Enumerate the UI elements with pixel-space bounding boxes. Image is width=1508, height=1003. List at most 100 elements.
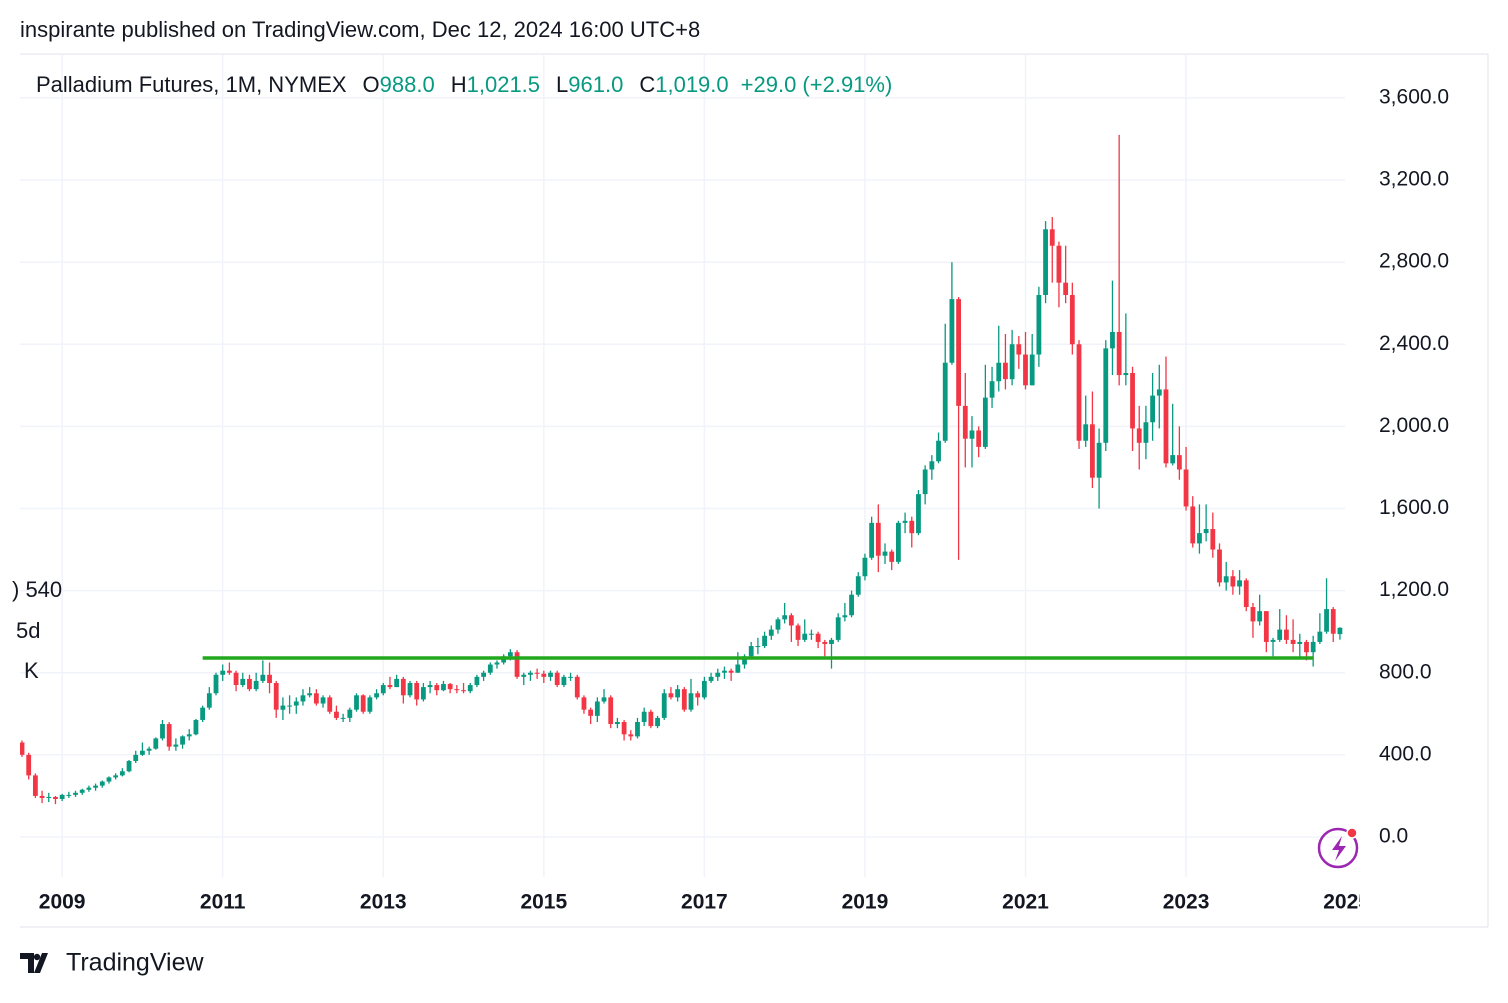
y-tick-label: 2,400.0 xyxy=(1379,332,1449,355)
candle-body xyxy=(287,705,292,707)
candle-body xyxy=(200,707,206,720)
candle-body xyxy=(635,722,640,737)
y-tick-label: 0.0 xyxy=(1379,825,1408,848)
candle-body xyxy=(768,629,774,636)
candle-body xyxy=(1063,282,1069,295)
candle-body xyxy=(1263,611,1269,642)
candle-body xyxy=(1009,344,1015,380)
candle-body xyxy=(374,693,379,698)
candle-body xyxy=(668,693,674,698)
y-tick-label: 800.0 xyxy=(1379,660,1432,683)
candle-body xyxy=(554,672,560,686)
candle-body xyxy=(949,299,955,363)
candle-body xyxy=(380,685,386,694)
candle-body xyxy=(20,742,25,755)
candle-body xyxy=(568,676,573,678)
candle-body xyxy=(414,682,420,700)
candle-body xyxy=(454,689,460,691)
candle-body xyxy=(320,697,326,704)
candle-body xyxy=(735,664,741,673)
candle-body xyxy=(956,299,961,406)
candle-body xyxy=(39,795,45,798)
candle-body xyxy=(875,522,881,556)
x-tick-label: 2009 xyxy=(39,891,86,914)
x-tick-label: 2013 xyxy=(360,891,407,914)
candle-body xyxy=(1110,331,1115,349)
candle-body xyxy=(173,744,179,747)
candle-body xyxy=(1250,607,1256,622)
candle-body xyxy=(655,717,660,727)
candle-body xyxy=(1337,627,1343,635)
candle-body xyxy=(835,617,841,640)
candle-body xyxy=(1003,362,1008,380)
clock-icon xyxy=(1317,827,1359,869)
x-tick-label: 2021 xyxy=(1002,891,1049,914)
candle-body xyxy=(681,689,687,710)
candle-body xyxy=(46,796,52,798)
candle-body xyxy=(594,701,600,716)
candle-body xyxy=(1310,641,1316,653)
candle-body xyxy=(882,551,888,556)
tv-logo xyxy=(20,953,48,973)
grid xyxy=(20,55,1345,877)
candle-body xyxy=(1330,609,1336,634)
ohlc-key: O xyxy=(363,72,380,97)
candle-body xyxy=(280,705,286,710)
candle-body xyxy=(427,685,433,688)
candle-body xyxy=(528,672,533,675)
candle-body xyxy=(1156,389,1162,396)
candle-body xyxy=(929,461,935,470)
candle-body xyxy=(461,690,466,692)
y-tick-label: 2,800.0 xyxy=(1379,250,1449,273)
ohlc-value: 988.0 xyxy=(380,72,435,97)
candle-body xyxy=(253,680,259,690)
candle-body xyxy=(1130,373,1135,429)
y-tick-label: 3,200.0 xyxy=(1379,168,1449,191)
candle-body xyxy=(293,701,299,706)
candle-body xyxy=(708,676,714,681)
candle-body xyxy=(762,635,767,647)
candle-body xyxy=(1297,641,1303,644)
candle-body xyxy=(146,748,152,751)
y-tick-label: 3,600.0 xyxy=(1379,85,1449,108)
candle-body xyxy=(1029,354,1035,386)
candle-body xyxy=(581,697,587,710)
candle-body xyxy=(688,693,694,710)
candle-body xyxy=(1257,611,1263,622)
candle-body xyxy=(1197,533,1202,544)
candle-body xyxy=(815,633,821,642)
partial-label: 5d xyxy=(16,618,40,643)
candle-body xyxy=(989,381,995,398)
candle-body xyxy=(1270,639,1276,642)
candle-body xyxy=(260,674,266,681)
candle-body xyxy=(494,662,500,665)
candle-body xyxy=(1223,576,1229,583)
candle-body xyxy=(996,362,1002,382)
candle-body xyxy=(534,672,540,674)
candle-body xyxy=(788,615,794,626)
candle-body xyxy=(113,775,119,778)
candle-body xyxy=(695,693,701,698)
candle-body xyxy=(641,711,647,723)
candle-body xyxy=(1056,245,1062,283)
ohlc-key: H xyxy=(451,72,467,97)
candle-body xyxy=(849,594,854,616)
candle-body xyxy=(795,625,801,640)
candle-body xyxy=(59,794,65,799)
candle-body xyxy=(206,693,212,708)
candle-body xyxy=(226,670,232,673)
candle-body xyxy=(842,615,848,618)
candle-body xyxy=(1210,529,1216,550)
candle-body xyxy=(982,397,988,447)
candle-body xyxy=(273,682,279,710)
candle-body xyxy=(829,639,834,644)
x-tick-label: 2011 xyxy=(200,891,246,914)
candle-body xyxy=(701,680,707,698)
candle-body xyxy=(601,697,607,702)
y-tick-label: 1,600.0 xyxy=(1379,496,1449,519)
candle-body xyxy=(1096,442,1102,478)
y-tick-label: 1,200.0 xyxy=(1379,578,1449,601)
candle-body xyxy=(1324,609,1329,632)
candle-body xyxy=(869,522,875,558)
